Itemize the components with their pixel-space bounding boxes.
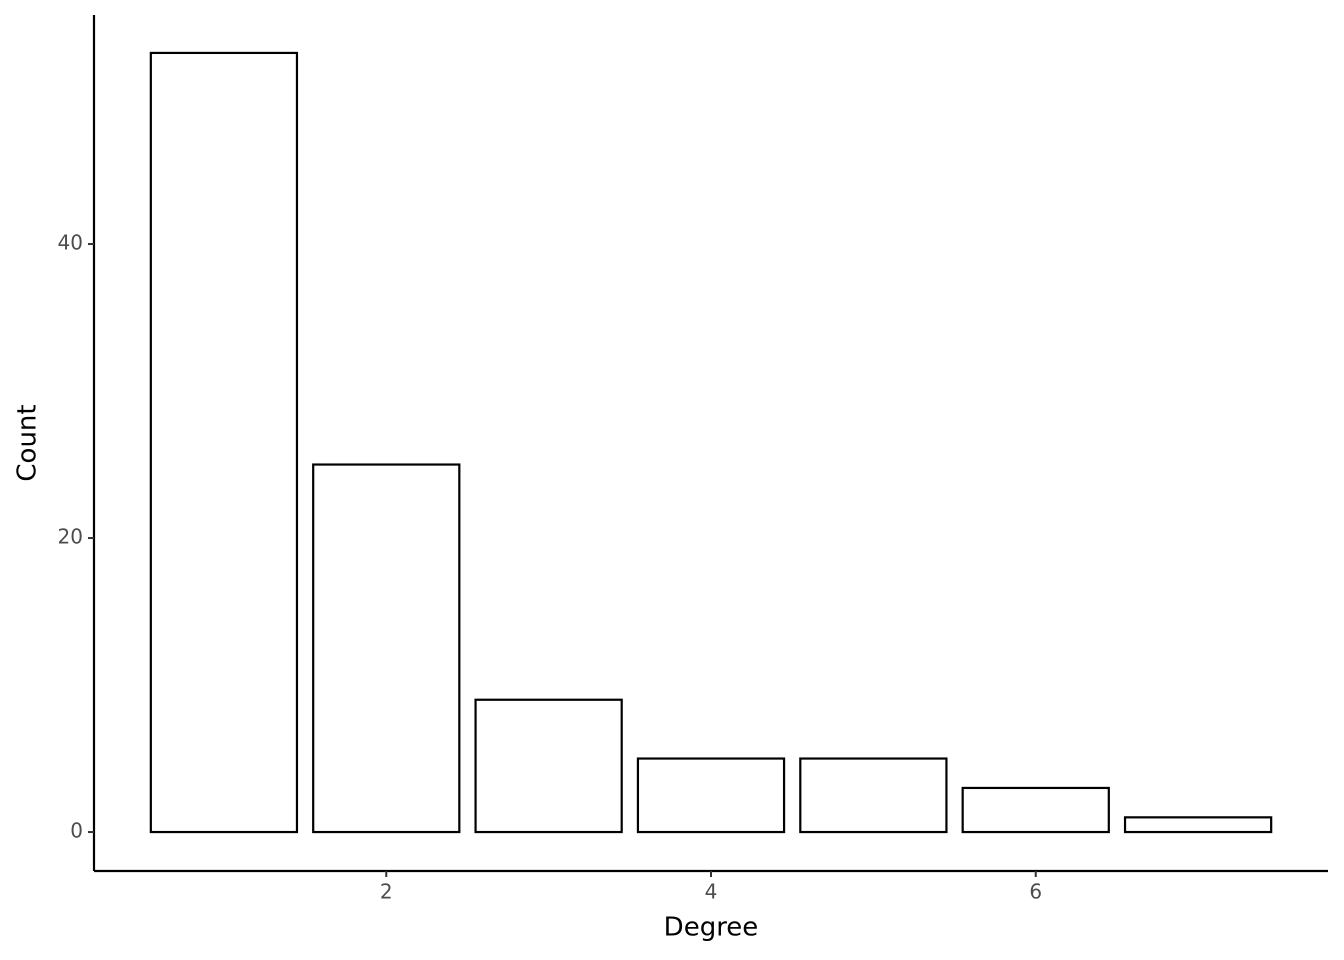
- bar: [961, 786, 1110, 834]
- bar: [312, 463, 461, 834]
- bar: [149, 51, 299, 834]
- bar: [1123, 816, 1273, 834]
- y-tick-label: 0: [70, 819, 83, 843]
- bar: [474, 698, 623, 834]
- x-tick-label: 2: [380, 880, 393, 904]
- bar: [799, 757, 948, 834]
- bar: [636, 757, 786, 834]
- x-axis-title: Degree: [664, 913, 759, 943]
- x-tick-label: 4: [705, 880, 718, 904]
- x-tick-label: 6: [1029, 880, 1042, 904]
- y-tick-label: 40: [58, 231, 83, 255]
- y-tick-label: 20: [58, 525, 83, 549]
- y-axis-title: Count: [13, 404, 43, 481]
